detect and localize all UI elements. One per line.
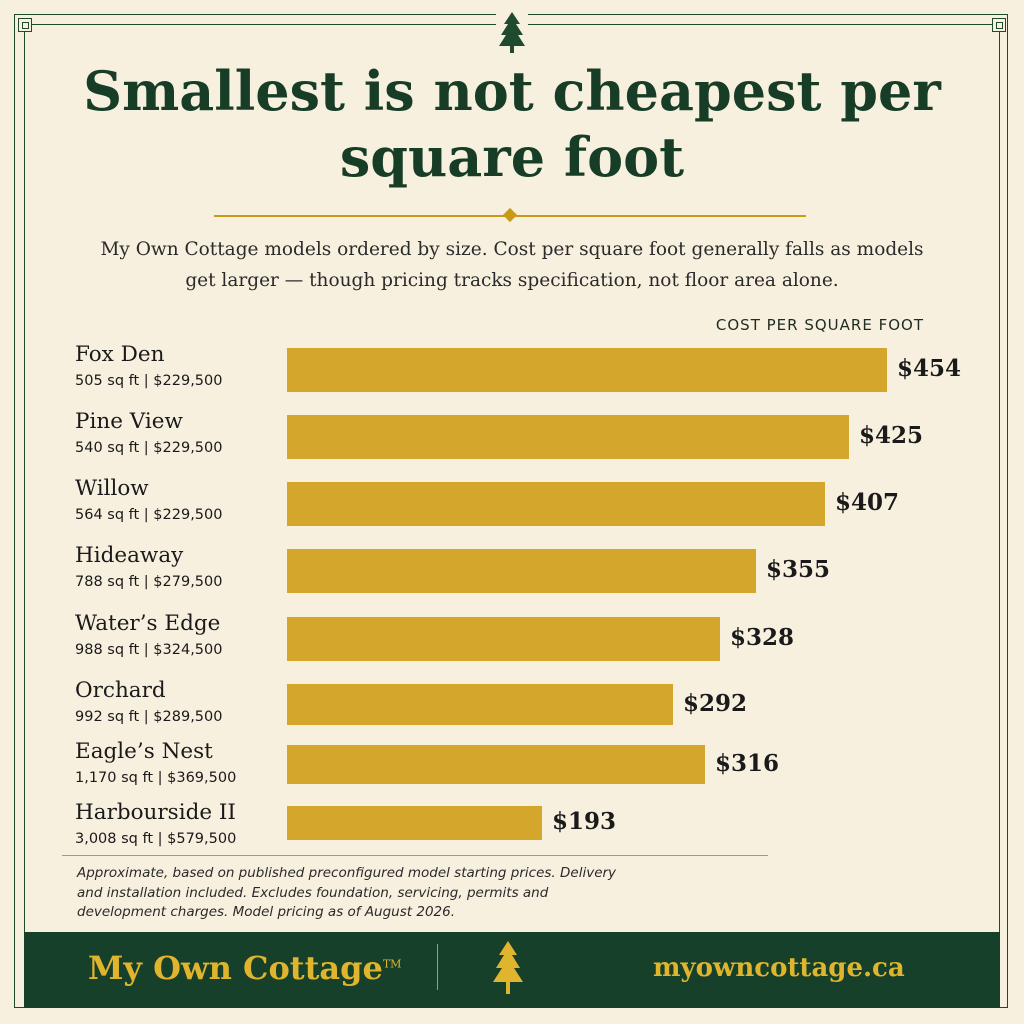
category-label: Fox Den [75,342,165,367]
category-detail: 988 sq ft | $324,500 [75,642,223,658]
value-label: $292 [683,689,748,717]
footnote-rule [62,855,768,856]
category-label: Willow [75,476,149,501]
corner-ornament [992,18,1006,32]
category-label: Harbourside II [75,800,236,825]
bar [287,549,756,593]
bar [287,415,849,459]
category-detail: 540 sq ft | $229,500 [75,440,223,456]
bar [287,617,720,661]
category-label: Pine View [75,409,183,434]
category-label: Hideaway [75,543,184,568]
bar [287,806,542,840]
bar [287,482,825,526]
corner-ornament [18,18,32,32]
category-label: Orchard [75,678,166,703]
category-detail: 505 sq ft | $229,500 [75,373,223,389]
bar [287,684,673,725]
value-label: $407 [835,489,900,516]
category-label: Eagle’s Nest [75,739,213,764]
footer-separator [437,944,438,990]
value-label: $328 [730,624,795,651]
category-label: Water’s Edge [75,611,221,636]
brand-text: My Own Cottage [88,949,383,987]
pine-tree-icon [496,8,528,56]
website-url: myowncottage.ca [653,953,905,983]
value-label: $316 [715,749,780,777]
column-header: COST PER SQUARE FOOT [715,316,924,334]
value-label: $355 [766,556,831,583]
bar [287,348,887,392]
bar [287,745,705,784]
value-label: $425 [859,422,924,449]
category-detail: 1,170 sq ft | $369,500 [75,770,237,786]
category-detail: 992 sq ft | $289,500 [75,709,223,725]
chart-subtitle: My Own Cottage models ordered by size. C… [100,239,924,291]
value-label: $193 [552,808,617,835]
brand-name: My Own CottageTM [88,949,401,987]
chart-title: Smallest is not cheapest per square foot [83,59,941,189]
category-detail: 3,008 sq ft | $579,500 [75,831,237,847]
pine-tree-icon [493,941,523,994]
category-detail: 564 sq ft | $229,500 [75,507,223,523]
trademark-mark: TM [382,957,402,971]
footnote: Approximate, based on published preconfi… [77,865,617,920]
category-detail: 788 sq ft | $279,500 [75,574,223,590]
value-label: $454 [897,355,962,382]
